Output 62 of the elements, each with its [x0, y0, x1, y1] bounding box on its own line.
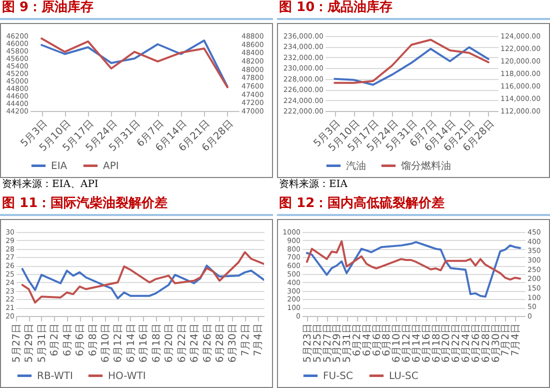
x-tick-label: 6月8日	[88, 324, 99, 356]
x-tick-label: 7月2日	[240, 324, 252, 356]
x-tick-label: 5月27日	[322, 324, 334, 363]
legend-label: LU-SC	[389, 370, 418, 382]
line-series	[306, 241, 522, 298]
x-tick-label: 5月23日	[302, 324, 314, 363]
legend-label: EIA	[51, 160, 68, 172]
x-tick-label: 6月12日	[113, 324, 124, 363]
x-tick-label: 6月2日	[352, 324, 364, 356]
x-tick-label: 5月31日	[36, 324, 48, 363]
x-tick-label: 6月6日	[372, 324, 383, 356]
legend-label: FU-SC	[323, 370, 354, 382]
x-tick-label: 7月4日	[253, 324, 264, 356]
x-tick-label: 6月8日	[382, 324, 393, 356]
x-tick-label: 6月12日	[402, 324, 413, 363]
legend-label: RB-WTI	[37, 370, 73, 382]
chart-title: 图 10：成品油库存	[277, 0, 550, 20]
x-tick-label: 6月18日	[151, 324, 162, 363]
line-series	[21, 264, 264, 300]
x-tick-label: 6月14日	[411, 324, 422, 363]
x-tick-label: 6月2日	[50, 324, 61, 356]
x-tick-label: 6月22日	[176, 324, 188, 363]
x-tick-label: 5月25日	[312, 324, 324, 363]
x-tick-label: 5月31日	[342, 324, 354, 363]
x-tick-label: 7月2日	[500, 324, 512, 356]
x-tick-label: 6月16日	[138, 324, 150, 363]
legend-label: API	[103, 160, 119, 172]
text: 资料来源：EIA	[278, 178, 348, 192]
x-tick-label: 6月26日	[470, 324, 482, 363]
x-tick-label: 6月24日	[190, 324, 201, 363]
x-tick-label: 6月4日	[362, 324, 373, 356]
line-series	[334, 38, 490, 84]
line-series	[306, 240, 522, 281]
x-tick-label: 6月6日	[75, 324, 86, 356]
x-tick-label: 6月10日	[100, 324, 112, 363]
x-tick-label: 6月28日	[214, 324, 226, 363]
x-tick-label: 6月22日	[451, 324, 462, 363]
x-tick-label: 6月18日	[431, 324, 442, 363]
x-tick-label: 6月20日	[441, 324, 452, 363]
x-tick-label: 6月10日	[392, 324, 403, 363]
x-tick-label: 5月27日	[12, 324, 22, 363]
legend-label: HO-WTI	[108, 370, 146, 382]
line-series	[21, 251, 264, 304]
text: 资料来源：EIA、API	[1, 178, 100, 192]
x-tick-label: 6月30日	[228, 324, 239, 363]
legend-label: 汽油	[346, 160, 366, 172]
x-tick-label: 6月28日	[480, 324, 492, 363]
x-tick-label: 6月26日	[202, 324, 214, 363]
chart-title: 图 9：原油库存	[0, 0, 273, 20]
x-tick-label: 7月4日	[510, 324, 522, 356]
x-tick-label: 6月24日	[461, 324, 472, 363]
x-tick-label: 6月4日	[62, 324, 74, 356]
x-tick-label: 6月20日	[164, 324, 176, 363]
x-tick-label: 6月14日	[126, 324, 137, 363]
x-tick-label: 6月30日	[490, 324, 502, 363]
x-tick-label: 6月16日	[421, 324, 432, 363]
line-series	[334, 46, 490, 86]
x-tick-label: 5月29日	[24, 324, 36, 363]
legend-label: 馏分燃料油	[400, 160, 451, 172]
chart-title: 图 11：国际汽柴油裂解价差	[0, 196, 273, 216]
x-tick-label: 5月29日	[332, 324, 344, 363]
chart-title: 图 12：国内高低硫裂解价差	[277, 196, 550, 216]
